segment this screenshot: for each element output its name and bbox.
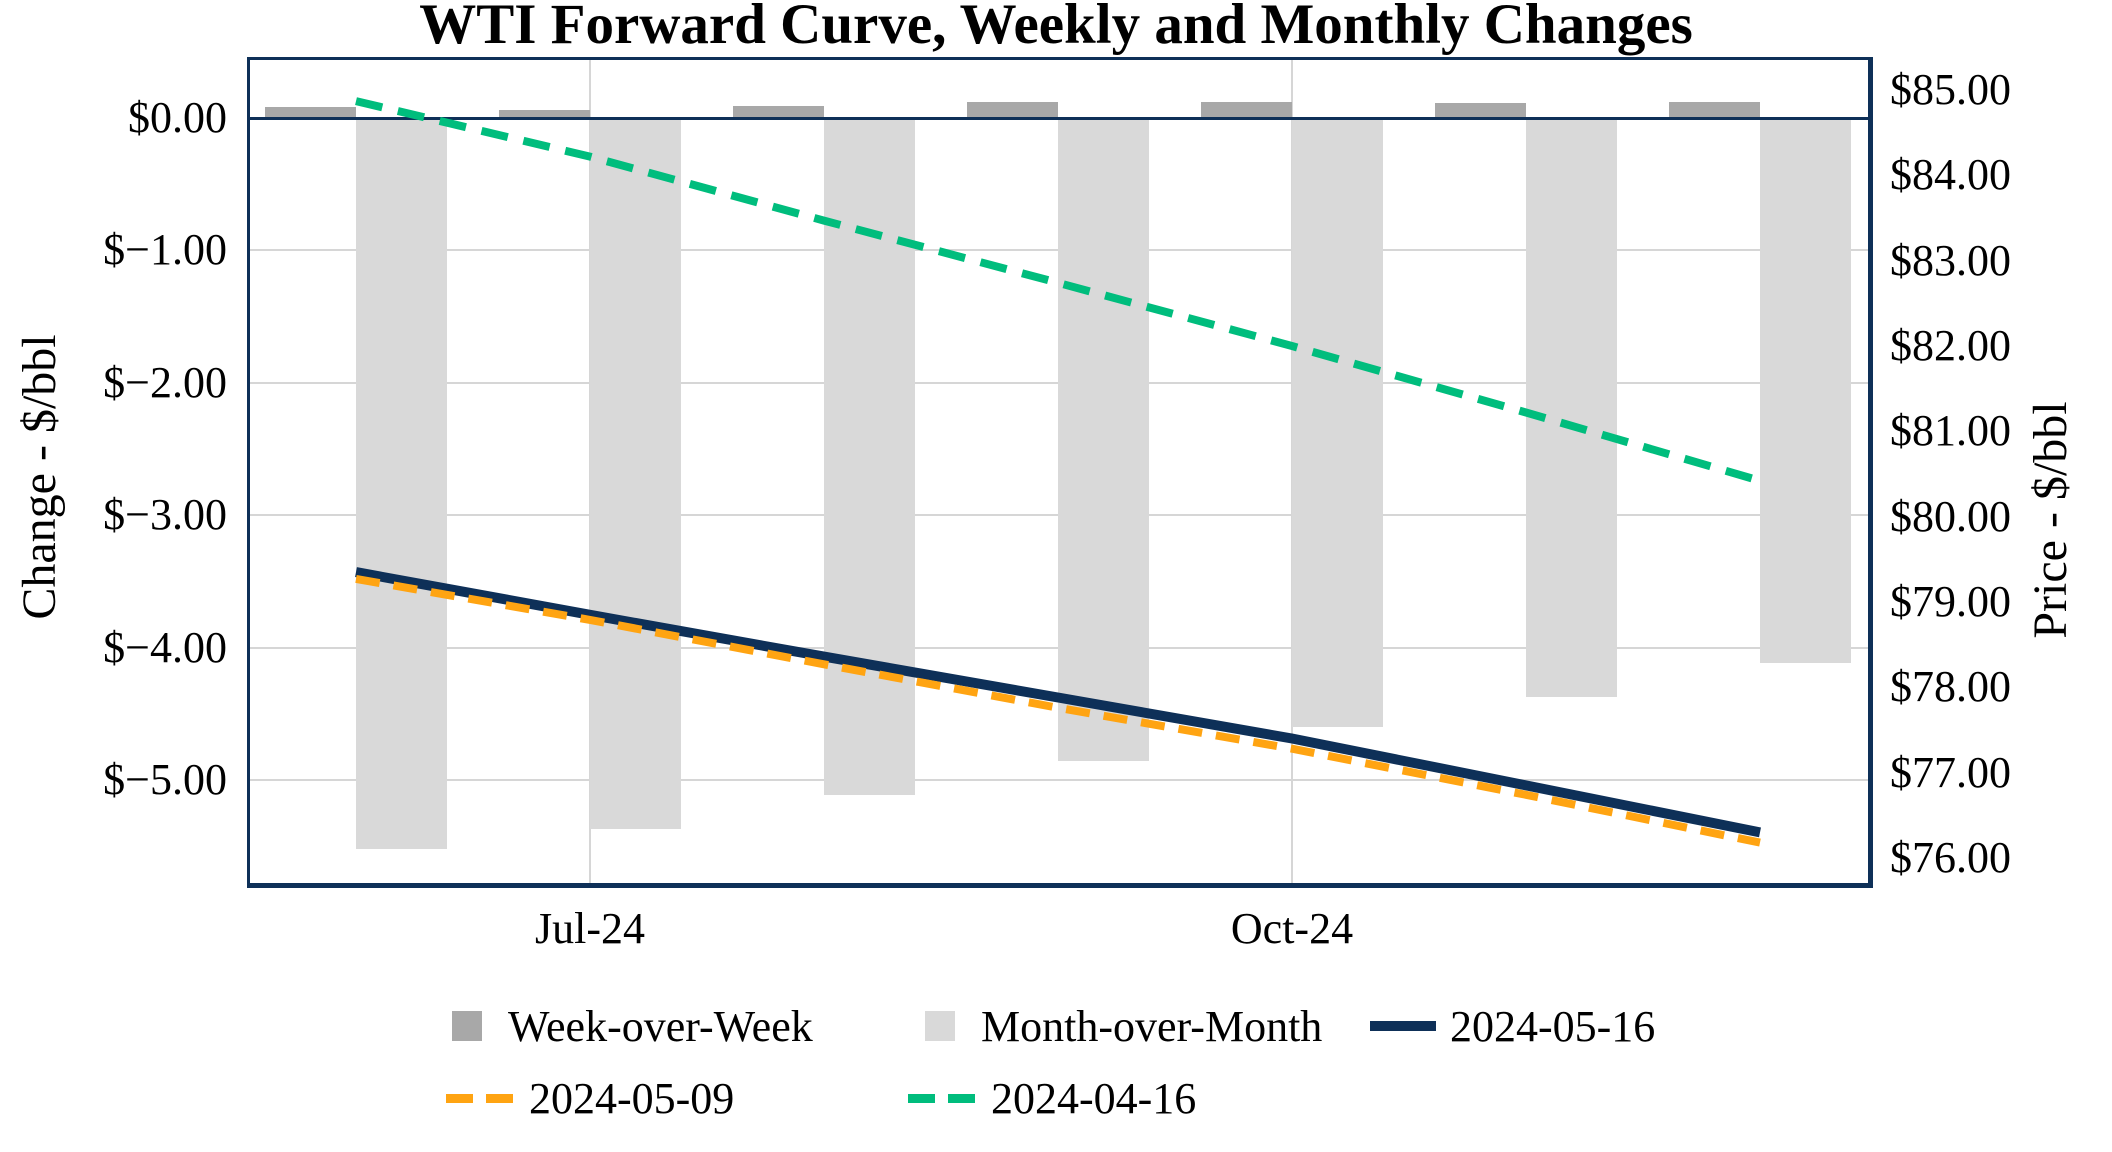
legend-label: Month-over-Month <box>981 1001 1323 1051</box>
legend-label: 2024-05-16 <box>1450 1001 1656 1051</box>
legend-label: 2024-04-16 <box>991 1073 1197 1123</box>
week-over-week-swatch-icon <box>452 1011 482 1041</box>
x-axis-tick-label: Jul-24 <box>535 904 645 953</box>
left-axis-tick-label: $−4.00 <box>103 622 227 672</box>
week-over-week-bar <box>1201 102 1292 118</box>
solid-line-swatch-icon <box>1370 1021 1436 1031</box>
right-axis-tick-label: $76.00 <box>1890 832 2011 882</box>
left-axis-title: Change - $/bbl <box>12 334 66 620</box>
legend-label: Week-over-Week <box>508 1001 813 1051</box>
month-over-month-bar <box>1058 118 1149 761</box>
orange-dashed-swatch-icon <box>446 1093 513 1103</box>
legend-item-2024-05-09: 2024-05-09 <box>446 1073 735 1123</box>
left-axis-tick-label: $−1.00 <box>103 225 227 275</box>
zero-line <box>250 117 1868 120</box>
right-axis-title: Price - $/bbl <box>2023 401 2077 639</box>
right-axis-tick-label: $78.00 <box>1890 662 2011 712</box>
legend-label: 2024-05-09 <box>529 1073 735 1123</box>
green-dashed-swatch-icon <box>908 1093 975 1103</box>
month-over-month-bar <box>1292 118 1383 727</box>
legend-item-2024-04-16: 2024-04-16 <box>908 1073 1197 1123</box>
month-over-month-bar <box>356 118 447 849</box>
price-line-2024-04-16 <box>355 97 1762 485</box>
month-over-month-bar <box>1526 118 1617 697</box>
price-lines-layer <box>355 97 1762 847</box>
right-axis-tick-label: $82.00 <box>1890 320 2011 370</box>
right-axis-tick-label: $79.00 <box>1890 576 2011 626</box>
week-over-week-bar <box>967 102 1058 118</box>
month-over-month-swatch-icon <box>925 1011 955 1041</box>
legend-item-2024-05-16: 2024-05-16 <box>1370 1001 1656 1051</box>
legend-item-month-over-month: Month-over-Month <box>925 1001 1323 1051</box>
legend-item-week-over-week: Week-over-Week <box>452 1001 813 1051</box>
x-axis-tick-label: Oct-24 <box>1230 904 1354 953</box>
price-line-2024-05-09 <box>355 574 1761 847</box>
week-over-week-bar <box>1669 102 1760 118</box>
left-axis-tick-label: $−2.00 <box>103 357 227 407</box>
week-over-week-bar <box>265 107 356 118</box>
right-axis-tick-label: $80.00 <box>1890 491 2011 541</box>
plot-inner <box>250 60 1868 883</box>
right-axis-tick-label: $83.00 <box>1890 235 2011 285</box>
right-axis-tick-label: $77.00 <box>1890 747 2011 797</box>
right-axis-tick-label: $81.00 <box>1890 406 2011 456</box>
left-axis-tick-label: $0.00 <box>128 93 227 142</box>
right-axis-tick-label: $84.00 <box>1890 150 2011 200</box>
week-over-week-bar <box>733 106 824 118</box>
left-axis-tick-label: $−3.00 <box>103 490 227 540</box>
left-axis-tick-label: $−5.00 <box>103 755 227 804</box>
week-over-week-bar <box>1435 103 1526 118</box>
chart-title: WTI Forward Curve, Weekly and Monthly Ch… <box>419 0 1693 56</box>
price-line-2024-05-16 <box>355 567 1761 838</box>
gridline-horizontal <box>250 779 1868 781</box>
right-axis-tick-label: $85.00 <box>1890 65 2011 114</box>
week-over-week-bar <box>499 110 590 118</box>
month-over-month-bar <box>590 118 681 829</box>
month-over-month-bar <box>1760 118 1851 663</box>
plot-area <box>247 57 1873 888</box>
